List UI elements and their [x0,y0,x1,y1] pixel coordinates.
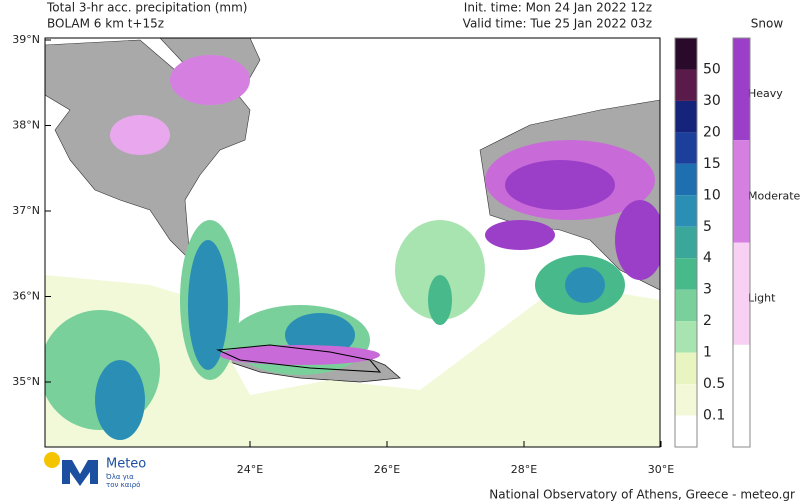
map [44,37,661,448]
lat-label: 36°N [12,290,40,303]
map-axes: 39°N 38°N 37°N 36°N 35°N 24°E 26°E 28°E 30°E [12,33,674,476]
rain-label: 20 [703,124,721,140]
rain-swatch [675,415,697,447]
snow-label: Moderate [748,189,800,202]
rain-swatch [675,163,697,196]
lat-label: 35°N [12,375,40,388]
lat-label: 38°N [12,119,40,132]
rain-swatch [675,100,697,133]
rain-swatch [675,226,697,259]
footer-credit: National Observatory of Athens, Greece -… [489,488,795,502]
valid-time: Valid time: Tue 25 Jan 2022 03z [463,17,652,31]
logo-tagline: τον καιρό [106,481,140,489]
rain-label: 50 [703,61,721,77]
rain-swatch [675,384,697,416]
rain-label: 3 [703,282,712,298]
lon-label: 26°E [374,463,400,476]
rain-label: 4 [703,250,712,266]
logo-tagline: Όλα για [105,473,134,481]
rain-label: 0.1 [703,408,725,424]
snow-title: Snow [751,17,784,31]
snow-label: Heavy [748,87,783,100]
snow-swatch [733,140,750,243]
rain-label: 2 [703,313,712,329]
lon-label: 30°E [648,463,674,476]
rain-swatch [675,69,697,101]
rain-swatch [675,195,697,227]
rain-legend: 50 30 20 15 10 5 4 3 2 1 0.5 0.1 [674,37,725,448]
lat-label: 39°N [12,33,40,46]
logo-name: Meteo [106,457,146,472]
snow-label: Light [748,292,776,305]
snow-legend: Snow Heavy Moderate Light [732,17,800,448]
rain-label: 30 [703,93,721,109]
subtitle: BOLAM 6 km t+15z [47,17,164,31]
rain-swatch [675,258,697,290]
snow-frame [732,37,751,448]
snow-swatch [733,242,750,345]
rain-label: 5 [703,219,712,235]
rain-swatch [675,352,697,385]
title: Total 3-hr acc. precipitation (mm) [46,1,248,15]
lon-label: 24°E [237,463,263,476]
rain-label: 10 [703,187,721,203]
init-time: Init. time: Mon 24 Jan 2022 12z [464,1,652,15]
rain-label: 15 [703,156,721,172]
rain-swatch [675,289,697,322]
lat-label: 37°N [12,204,40,217]
lon-label: 28°E [511,463,537,476]
rain-label: 0.5 [703,376,725,392]
snow-swatch [733,38,750,141]
rain-frame [674,37,698,448]
rain-swatch [675,38,697,70]
rain-label: 1 [703,345,712,361]
rain-swatch [675,321,697,353]
logo: Meteo Όλα για τον καιρό [44,452,146,489]
rain-swatch [675,132,697,164]
